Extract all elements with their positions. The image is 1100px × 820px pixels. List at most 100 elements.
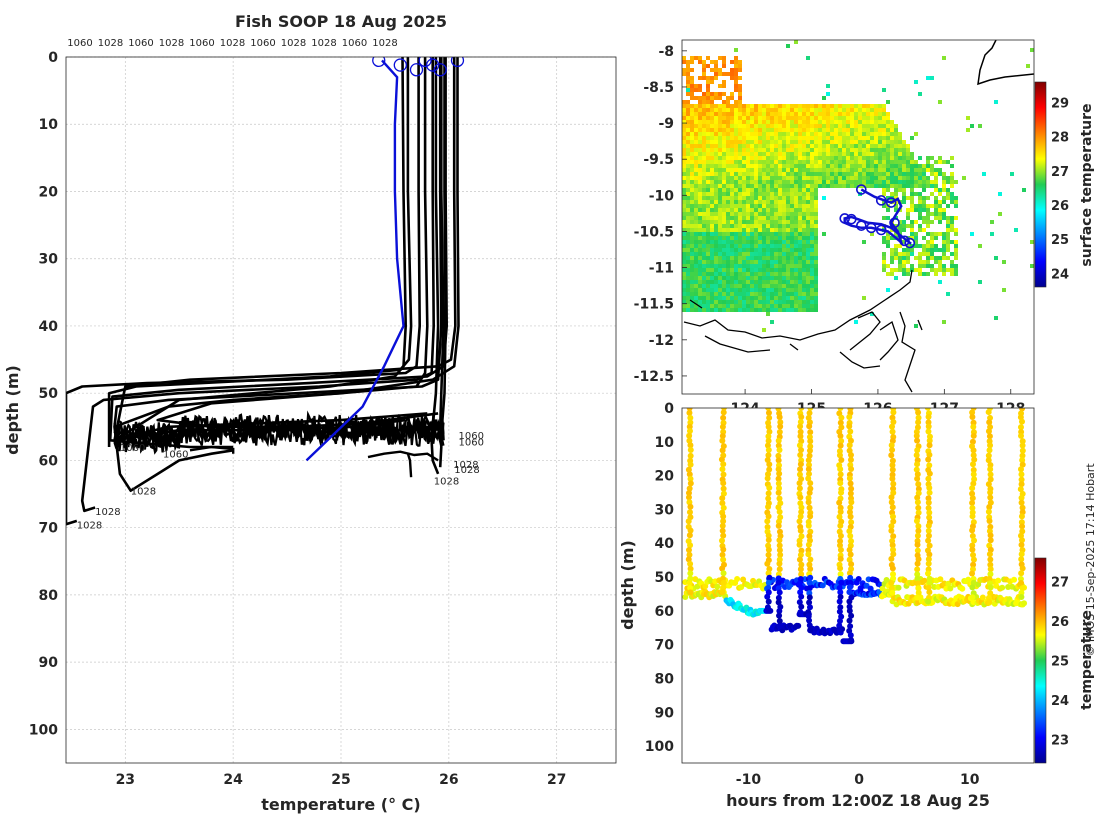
sst-cell — [730, 244, 734, 248]
sst-cell — [774, 288, 778, 292]
sst-cell — [814, 136, 818, 140]
section-point — [914, 575, 921, 582]
sst-cell — [682, 168, 686, 172]
sst-cell — [790, 260, 794, 264]
sst-cell — [870, 140, 874, 144]
sst-cell — [738, 196, 742, 200]
sst-cell — [694, 136, 698, 140]
sst-cell — [786, 160, 790, 164]
sst-cell — [746, 304, 750, 308]
sst-cell — [926, 160, 930, 164]
sst-cell — [738, 248, 742, 252]
sst-cell — [706, 284, 710, 288]
sst-cell — [806, 224, 810, 228]
sst-cell — [746, 264, 750, 268]
sst-cell — [942, 240, 946, 244]
sst-cell — [814, 272, 818, 276]
section-point — [837, 480, 844, 487]
sst-cell — [734, 48, 738, 52]
sst-cell — [994, 100, 998, 104]
sst-cell — [726, 128, 730, 132]
section-point — [847, 504, 854, 511]
section-point — [718, 537, 725, 544]
sst-cell — [710, 124, 714, 128]
sst-cell — [810, 296, 814, 300]
sst-cell — [806, 112, 810, 116]
section-point — [766, 428, 773, 435]
sst-cell — [802, 256, 806, 260]
sst-cell — [838, 116, 842, 120]
section-point — [846, 607, 853, 614]
sst-cell — [682, 260, 686, 264]
sst-cell — [862, 160, 866, 164]
sst-cell — [782, 300, 786, 304]
sst-cell — [798, 280, 802, 284]
sst-cell — [690, 212, 694, 216]
sst-cell — [910, 264, 914, 268]
sst-cell — [802, 104, 806, 108]
sst-cell — [766, 280, 770, 284]
sst-cell — [894, 244, 898, 248]
sst-cell — [710, 172, 714, 176]
sst-cell — [802, 160, 806, 164]
sst-cell — [766, 156, 770, 160]
sst-cell — [834, 116, 838, 120]
sst-cell — [794, 308, 798, 312]
sst-cell — [858, 176, 862, 180]
section-point — [687, 570, 694, 577]
sst-cell — [830, 184, 834, 188]
sst-cell — [762, 128, 766, 132]
sst-cell — [798, 236, 802, 240]
surface-marker — [393, 58, 407, 72]
sst-cell — [930, 164, 934, 168]
sst-cell — [770, 112, 774, 116]
sst-cell — [862, 112, 866, 116]
sst-cell — [686, 148, 690, 152]
section-point — [719, 522, 726, 529]
section-point — [776, 542, 783, 549]
sst-cell — [802, 212, 806, 216]
sst-cell — [690, 288, 694, 292]
sst-cell — [870, 180, 874, 184]
sst-cell — [774, 244, 778, 248]
sst-cell — [730, 144, 734, 148]
section-point — [1019, 457, 1026, 464]
sst-cell — [730, 248, 734, 252]
sst-cell — [758, 120, 762, 124]
sst-cell — [682, 268, 686, 272]
sst-cell — [810, 252, 814, 256]
sst-cell — [774, 176, 778, 180]
section-point — [719, 551, 726, 558]
section-point — [687, 542, 694, 549]
sst-cell — [786, 152, 790, 156]
sst-cell — [906, 244, 910, 248]
sst-cell — [690, 108, 694, 112]
sst-cell — [886, 168, 890, 172]
sst-cell — [946, 160, 950, 164]
sst-cell — [894, 208, 898, 212]
sst-cell — [870, 108, 874, 112]
sst-cell — [814, 160, 818, 164]
sst-cell — [718, 280, 722, 284]
sst-cell — [818, 164, 822, 168]
section-point — [720, 584, 727, 591]
sst-cell — [702, 76, 706, 80]
sst-cell — [910, 232, 914, 236]
sst-cell — [862, 140, 866, 144]
sst-cell — [978, 124, 982, 128]
sst-cell — [734, 292, 738, 296]
sst-cell — [902, 240, 906, 244]
sst-cell — [694, 304, 698, 308]
sst-cell — [846, 128, 850, 132]
sst-cell — [858, 140, 862, 144]
sst-cell — [690, 172, 694, 176]
sst-cell — [882, 252, 886, 256]
section-point — [926, 437, 933, 444]
sst-cell — [774, 272, 778, 276]
sst-cell — [694, 128, 698, 132]
section-point — [720, 556, 727, 563]
sst-cell — [702, 248, 706, 252]
sst-cell — [806, 292, 810, 296]
section-point — [926, 589, 933, 596]
section-point — [913, 432, 920, 439]
